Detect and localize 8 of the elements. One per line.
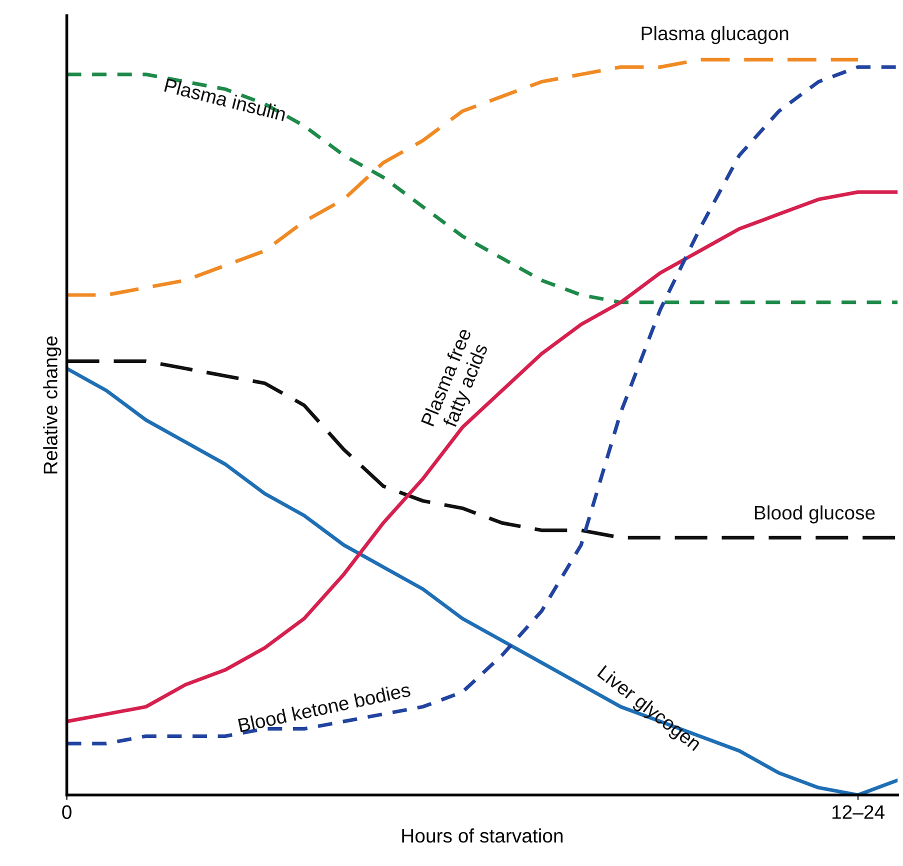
- text: Plasma insulin: [164, 78, 286, 122]
- series-label: Plasma glucagon: [642, 26, 788, 44]
- series-label: Blood glucose: [755, 505, 875, 524]
- text: Blood ketone bodies: [238, 682, 411, 732]
- y-axis-title: Relative change: [43, 336, 62, 474]
- x-tick-label: 0: [62, 805, 72, 819]
- x-axis-title: Hours of starvation: [402, 828, 563, 843]
- x-tick-label: 12–24: [832, 805, 884, 819]
